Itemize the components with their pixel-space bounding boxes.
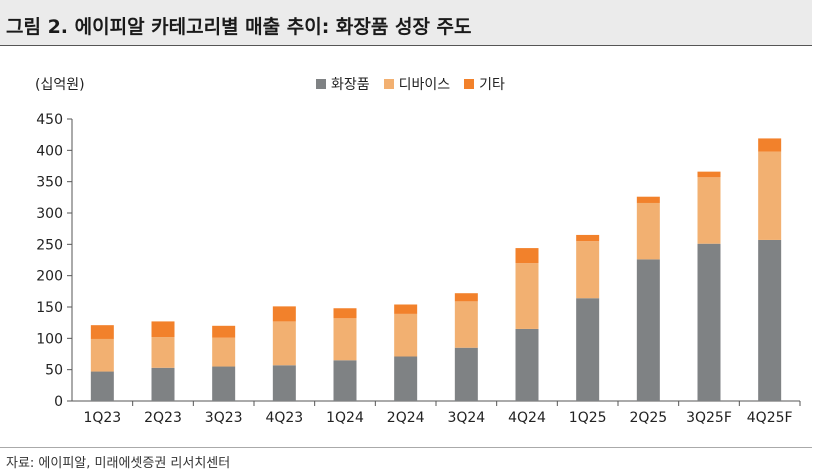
chart-legend: 화장품 디바이스 기타	[316, 74, 505, 94]
bar-segment-cosmetics	[151, 367, 175, 401]
bar-segment-other	[394, 304, 418, 314]
bar-segment-other	[272, 306, 296, 322]
y-tick-label: 0	[54, 394, 63, 410]
x-tick-label: 1Q24	[326, 410, 364, 426]
source-divider	[0, 447, 812, 448]
y-tick-label: 450	[36, 112, 63, 128]
bar-segment-devices	[394, 313, 418, 357]
bar-segment-devices	[212, 337, 236, 367]
bar-segment-other	[576, 234, 600, 242]
bar-segment-cosmetics	[515, 328, 539, 401]
legend-item-other: 기타	[464, 74, 505, 94]
legend-item-devices: 디바이스	[383, 74, 451, 94]
bar-segment-cosmetics	[333, 360, 357, 401]
bar-segment-other	[212, 325, 236, 338]
bar-segment-other	[333, 308, 357, 319]
figure-title-bar: 그림 2. 에이피알 카테고리별 매출 추이: 화장품 성장 주도	[0, 0, 812, 46]
x-tick-label: 4Q23	[265, 410, 303, 426]
x-tick-label: 3Q25F	[686, 410, 732, 426]
bar-segment-cosmetics	[272, 365, 296, 401]
x-tick-label: 2Q23	[144, 410, 182, 426]
bar-segment-other	[758, 138, 782, 152]
bar-segment-other	[697, 171, 721, 178]
bar-segment-cosmetics	[636, 259, 660, 401]
x-tick-label: 4Q25F	[747, 410, 793, 426]
bar-segment-devices	[697, 177, 721, 244]
legend-label-devices: 디바이스	[398, 77, 451, 93]
legend-label-other: 기타	[479, 77, 505, 93]
bar-segment-cosmetics	[758, 239, 782, 401]
y-tick-label: 100	[36, 331, 63, 347]
bar-segment-other	[636, 196, 660, 203]
y-tick-label: 200	[36, 269, 63, 285]
bar-segment-cosmetics	[697, 243, 721, 401]
bar-segment-other	[454, 293, 478, 302]
x-tick-label: 3Q23	[205, 410, 243, 426]
legend-item-cosmetics: 화장품	[316, 74, 370, 94]
bar-segment-devices	[515, 263, 539, 329]
bar-segment-other	[515, 248, 539, 264]
x-tick-label: 2Q24	[387, 410, 425, 426]
x-tick-label: 2Q25	[629, 410, 667, 426]
bar-segment-devices	[636, 202, 660, 260]
bar-segment-devices	[333, 318, 357, 361]
bar-segment-cosmetics	[212, 366, 236, 401]
bar-segment-devices	[90, 338, 114, 372]
y-tick-label: 400	[36, 143, 63, 159]
legend-swatch-cosmetics	[316, 79, 326, 89]
x-tick-label: 3Q24	[447, 410, 485, 426]
bar-segment-devices	[576, 241, 600, 299]
x-tick-label: 1Q23	[83, 410, 121, 426]
y-axis-unit-label: (십억원)	[35, 77, 85, 93]
y-tick-label: 250	[36, 237, 63, 253]
figure-title: 그림 2. 에이피알 카테고리별 매출 추이: 화장품 성장 주도	[6, 16, 472, 38]
y-tick-label: 50	[45, 363, 63, 379]
bar-segment-devices	[758, 151, 782, 240]
bar-segment-devices	[454, 301, 478, 348]
bar-segment-cosmetics	[394, 356, 418, 401]
y-tick-label: 300	[36, 206, 63, 222]
x-tick-label: 4Q24	[508, 410, 546, 426]
bar-segment-devices	[151, 337, 175, 368]
source-note: 자료: 에이피알, 미래에셋증권 리서치센터	[6, 456, 231, 471]
bar-segment-devices	[272, 321, 296, 366]
bar-segment-cosmetics	[90, 371, 114, 401]
bar-segment-cosmetics	[454, 347, 478, 401]
x-tick-label: 1Q25	[569, 410, 607, 426]
y-tick-label: 150	[36, 300, 63, 316]
legend-swatch-other	[464, 79, 475, 89]
legend-swatch-devices	[383, 79, 394, 89]
bar-segment-other	[90, 325, 114, 339]
legend-label-cosmetics: 화장품	[331, 77, 370, 93]
y-tick-label: 350	[36, 175, 63, 191]
bar-segment-cosmetics	[576, 298, 600, 401]
bar-segment-other	[151, 321, 175, 338]
